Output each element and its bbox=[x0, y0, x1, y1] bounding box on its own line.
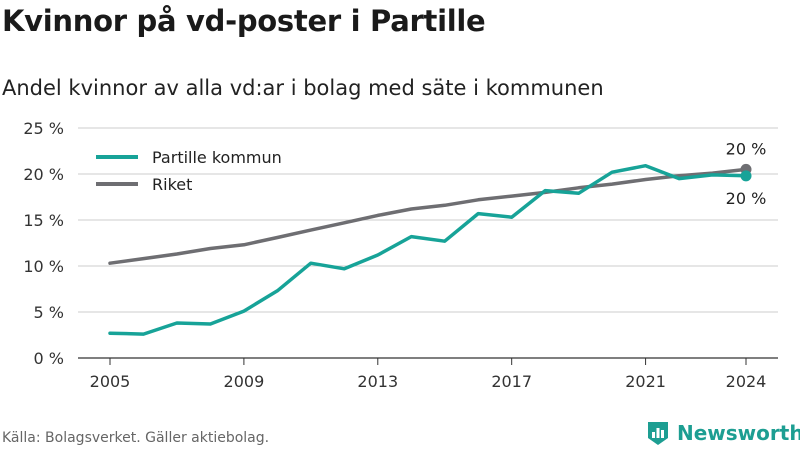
newsworthy-logo: Newsworthy bbox=[645, 420, 800, 446]
series-lines bbox=[108, 163, 752, 336]
legend-label-riket: Riket bbox=[152, 175, 192, 194]
y-tick-label: 0 % bbox=[34, 349, 64, 368]
x-tick-label: 2009 bbox=[224, 372, 265, 391]
newsworthy-logo-icon bbox=[648, 422, 668, 445]
x-axis: 2005 2009 2013 2017 2021 2024 bbox=[78, 357, 778, 391]
y-tick-label: 25 % bbox=[23, 119, 64, 138]
x-tick-label: 2013 bbox=[357, 372, 398, 391]
end-point-partille bbox=[740, 170, 752, 182]
y-axis: 0 % 5 % 10 % 15 % 20 % 25 % bbox=[23, 119, 64, 368]
line-chart: 0 %5 %10 %15 %20 %25 % 2005 2009 2013 2017 2… bbox=[23, 119, 778, 391]
x-tick-label: 2024 bbox=[726, 372, 767, 391]
chart-subtitle: Andel kvinnor av alla vd:ar i bolag med … bbox=[2, 76, 604, 100]
y-tick-label: 5 % bbox=[34, 303, 64, 322]
gridlines bbox=[78, 127, 778, 313]
y-tick-label: 20 % bbox=[23, 165, 64, 184]
x-tick-label: 2017 bbox=[491, 372, 532, 391]
legend-label-partille: Partille kommun bbox=[152, 148, 282, 167]
chart-title: Kvinnor på vd-poster i Partille bbox=[2, 4, 486, 38]
series-line-partille bbox=[108, 163, 748, 336]
x-tick-label: 2005 bbox=[90, 372, 131, 391]
y-tick-label: 15 % bbox=[23, 211, 64, 230]
x-tick-label: 2021 bbox=[625, 372, 666, 391]
series-line-riket bbox=[108, 167, 748, 265]
y-tick-label: 10 % bbox=[23, 257, 64, 276]
end-label-partille: 20 % bbox=[726, 189, 767, 208]
end-label-riket: 20 % bbox=[726, 139, 767, 158]
end-labels: 20 % 20 % bbox=[726, 139, 767, 207]
legend: Partille kommun Riket bbox=[96, 148, 282, 194]
brand-name: Newsworthy bbox=[677, 421, 800, 445]
source-note: Källa: Bolagsverket. Gäller aktiebolag. bbox=[2, 430, 270, 446]
